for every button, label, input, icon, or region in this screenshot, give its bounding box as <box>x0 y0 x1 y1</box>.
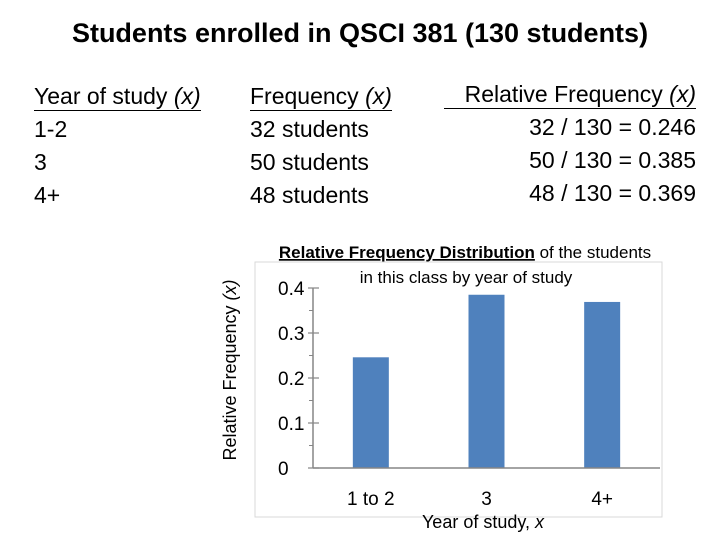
frequency-cell-3: 48 students <box>250 182 369 208</box>
x-axis-title-text: Year of study, <box>422 512 535 532</box>
relative-frequency-cell-1: 32 / 130 = 0.246 <box>529 114 696 140</box>
bar <box>584 301 621 468</box>
y-axis-title: Relative Frequency (x) <box>220 279 240 460</box>
y-tick-label: 0.2 <box>278 369 304 390</box>
y-tick-label: 0 <box>278 459 289 480</box>
x-tick-label: 1 to 2 <box>347 489 395 510</box>
y-axis-ticks: 0 0.1 0.2 0.3 0.4 <box>278 279 319 480</box>
year-header: Year of study (x) <box>34 82 201 111</box>
bar <box>352 357 389 468</box>
chart-title-line1: Relative Frequency Distribution of the s… <box>279 243 651 262</box>
bar <box>468 294 505 468</box>
y-tick-label: 0.4 <box>278 279 305 300</box>
frequency-header-text: Frequency <box>250 83 359 109</box>
frequency-column: Frequency (x) 32 students 50 students 48… <box>250 80 392 212</box>
relative-frequency-header-text: Relative Frequency <box>464 81 663 107</box>
year-cell-1: 1-2 <box>34 116 68 142</box>
year-header-var: (x) <box>173 83 201 109</box>
x-tick-label: 3 <box>481 489 492 510</box>
relative-frequency-cell-2: 50 / 130 = 0.385 <box>529 147 696 173</box>
y-tick-label: 0.3 <box>278 324 304 345</box>
year-cell-3: 4+ <box>34 182 61 208</box>
y-axis-title-text: Relative Frequency <box>220 300 240 460</box>
relative-frequency-header-var: (x) <box>669 81 696 107</box>
frequency-cell-2: 50 students <box>250 149 369 175</box>
y-axis-title-var: (x) <box>220 279 240 300</box>
page-title: Students enrolled in QSCI 381 (130 stude… <box>71 18 649 48</box>
chart-title-rest: of the students <box>535 243 651 262</box>
frequency-header: Frequency (x) <box>250 82 392 111</box>
relative-frequency-cell-3: 48 / 130 = 0.369 <box>529 180 696 206</box>
y-tick-label: 0.1 <box>278 414 304 435</box>
chart-title-bold: Relative Frequency Distribution <box>279 243 535 262</box>
frequency-header-var: (x) <box>365 83 392 109</box>
bars <box>352 294 621 468</box>
x-axis-title: Year of study, x <box>422 512 545 532</box>
year-cell-2: 3 <box>34 149 47 175</box>
x-tick-label: 4+ <box>591 489 613 510</box>
frequency-cell-1: 32 students <box>250 116 369 142</box>
relative-frequency-column: Relative Frequency (x) 32 / 130 = 0.246 … <box>444 80 696 210</box>
x-axis-tick-labels: 1 to 2 3 4+ <box>347 489 613 510</box>
year-header-text: Year of study <box>34 83 168 109</box>
chart-title-line2: in this class by year of study <box>360 268 573 287</box>
chart-area-border <box>254 261 663 518</box>
year-column: Year of study (x) 1-2 3 4+ <box>34 80 201 212</box>
x-axis-title-var: x <box>534 512 545 532</box>
relative-frequency-header: Relative Frequency (x) <box>444 80 696 109</box>
